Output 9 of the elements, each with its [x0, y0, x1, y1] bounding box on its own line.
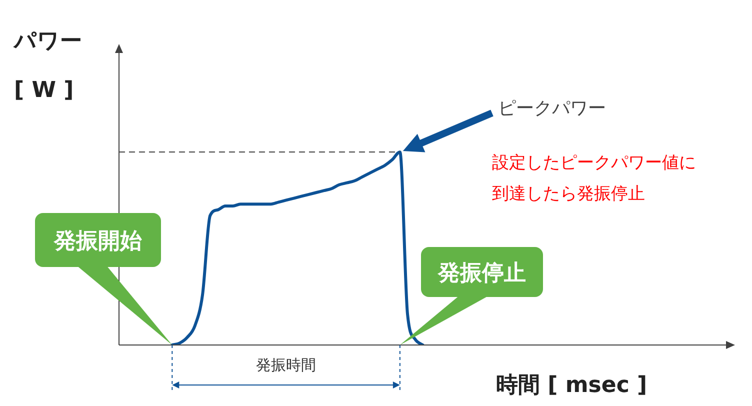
text: 発振時間 [256, 356, 316, 375]
annotation: 発振開始 [53, 229, 142, 254]
annotation: 発振停止 [437, 261, 526, 286]
speech-bubble: 発振停止 [400, 247, 543, 345]
x-axis-title: 時間 [ msec ] [496, 372, 648, 400]
speech-bubble: 発振開始 [35, 213, 172, 345]
y-axis-title: パワー [ W ] [14, 28, 82, 103]
text: ピークパワー [498, 97, 606, 120]
annotation: 設定したピークパワー値に到達したら発振停止 [492, 152, 697, 206]
